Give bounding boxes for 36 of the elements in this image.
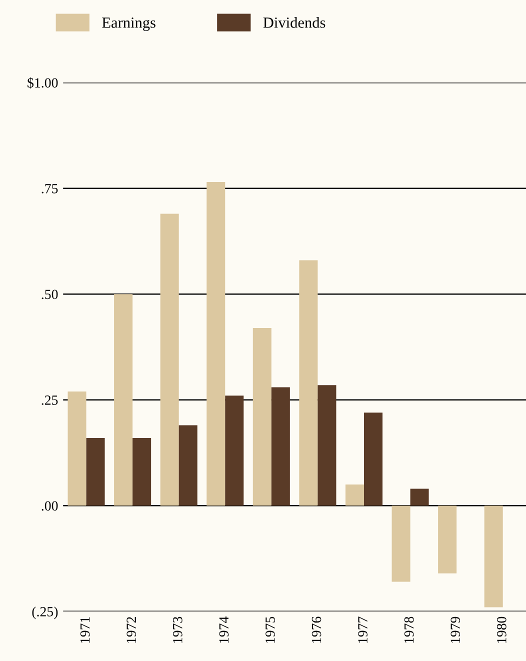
- bar: [345, 484, 364, 506]
- y-tick-label: $1.00: [28, 77, 58, 89]
- bar: [86, 438, 105, 506]
- x-tick-label: 1976: [312, 616, 322, 643]
- x-tick-label: 1974: [219, 616, 229, 643]
- bar: [68, 391, 86, 506]
- bar: [392, 506, 410, 582]
- bar: [132, 438, 152, 506]
- y-tick-label: .50: [42, 290, 58, 300]
- bar: [252, 328, 272, 506]
- x-tick-label: 1975: [266, 616, 275, 643]
- y-tick-label: .25: [42, 396, 58, 405]
- x-tick-label: 1973: [172, 616, 182, 643]
- bar: [299, 260, 318, 506]
- x-tick-label: 1972: [126, 617, 136, 643]
- x-tick-label: 1978: [404, 616, 414, 643]
- y-tick-label: .75: [42, 184, 58, 194]
- bar: [438, 506, 457, 574]
- bar: [225, 396, 244, 506]
- bar: [178, 425, 198, 506]
- bar: [271, 387, 290, 506]
- y-tick-label: (.25): [32, 606, 58, 620]
- bar: [364, 412, 383, 506]
- bar: [160, 214, 179, 506]
- x-tick-label: 1971: [80, 617, 90, 643]
- legend-label: Earnings: [102, 18, 156, 31]
- bar: [484, 506, 503, 608]
- legend-label: Dividends: [263, 17, 326, 28]
- y-tick-label: .00: [42, 501, 58, 511]
- x-tick-label: 1979: [450, 616, 460, 643]
- bar: [410, 488, 429, 506]
- bar: [206, 182, 226, 506]
- bar: [318, 385, 336, 506]
- x-tick-label: 1977: [358, 616, 368, 643]
- bar: [114, 294, 133, 506]
- x-tick-label: 1980: [496, 616, 506, 643]
